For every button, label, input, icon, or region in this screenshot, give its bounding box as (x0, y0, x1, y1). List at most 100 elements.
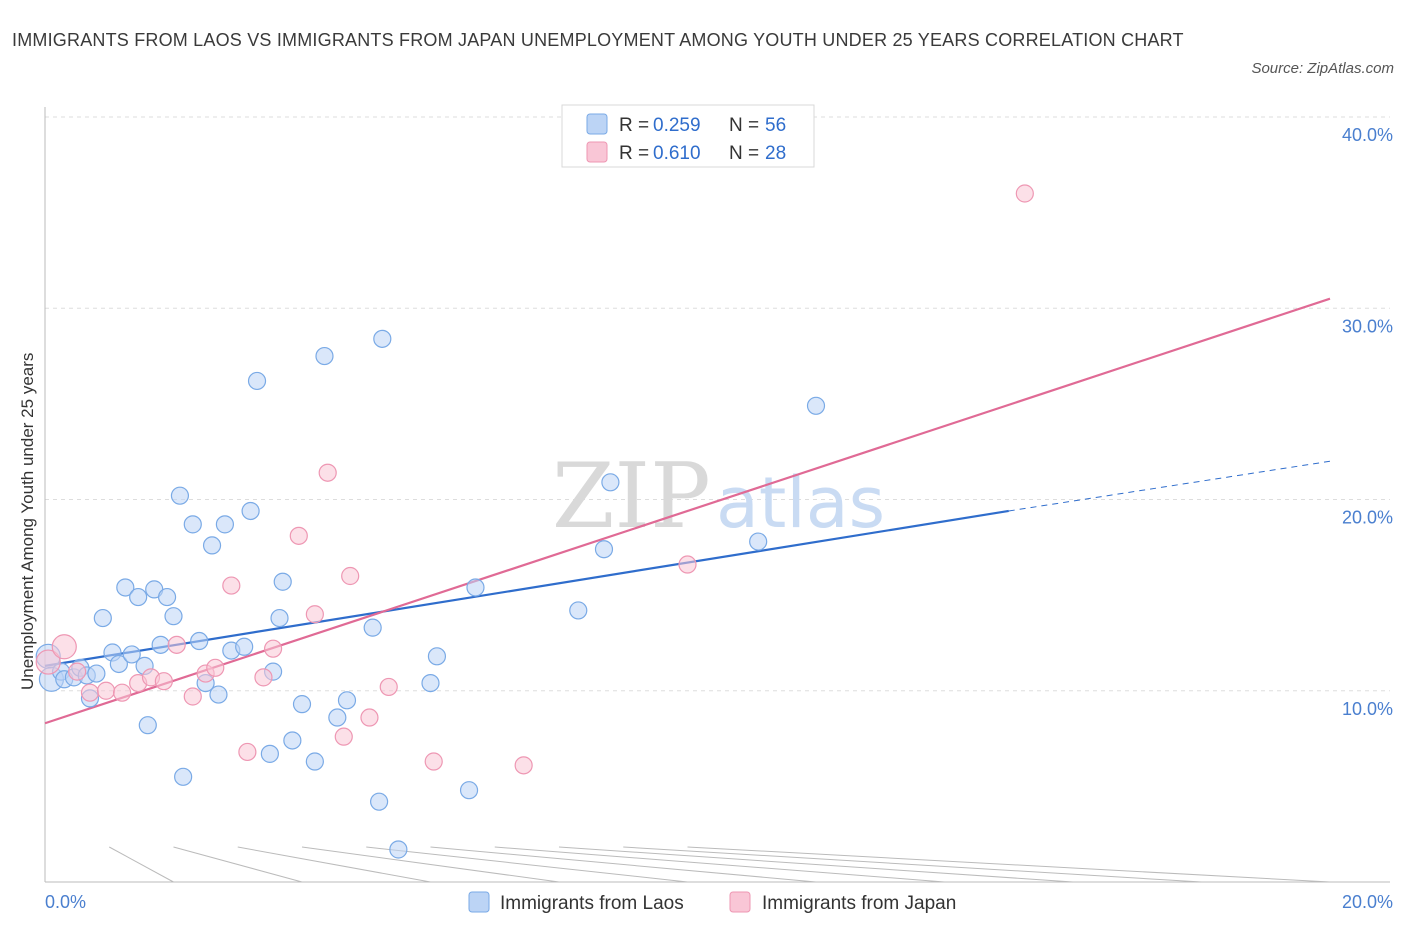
point-japan-8 (154, 672, 173, 691)
point-laos-18 (151, 635, 170, 654)
legend-japan-n-label: N = (729, 143, 759, 164)
point-laos-40 (315, 346, 334, 366)
point-japan-2 (68, 662, 87, 681)
legend-laos-r-value: 0.259 (653, 115, 701, 136)
axes (44, 107, 1390, 883)
point-laos-14 (129, 587, 148, 607)
legend-swatch-japan (586, 141, 608, 163)
bottom-legend-swatch-japan (729, 891, 751, 913)
legend: R = 0.259 N = 56 R = 0.610 N = 28 (561, 104, 815, 168)
bottom-legend: Immigrants from Laos Immigrants from Jap… (468, 891, 956, 914)
point-laos-44 (370, 792, 389, 811)
chart-title: IMMIGRANTS FROM LAOS VS IMMIGRANTS FROM … (12, 30, 1184, 50)
legend-japan-r-label: R = (619, 143, 649, 164)
legend-laos-r-label: R = (619, 115, 649, 136)
point-japan-18 (305, 605, 324, 624)
point-laos-37 (283, 731, 302, 750)
legend-japan-r-value: 0.610 (653, 143, 701, 164)
point-laos-43 (363, 618, 382, 637)
x-minor-tick-1 (173, 846, 303, 883)
point-laos-35 (270, 608, 289, 628)
x-minor-tick-9 (687, 846, 1331, 883)
legend-japan-n-value: 28 (765, 143, 786, 164)
y-tick-label-1: 20.0% (1342, 508, 1393, 528)
trend-lines (44, 297, 1331, 725)
legend-laos-n-label: N = (729, 115, 759, 136)
point-laos-13 (122, 645, 141, 664)
point-laos-24 (190, 631, 209, 651)
point-japan-26 (678, 555, 697, 574)
point-japan-0 (35, 649, 61, 675)
x-minor-tick-0 (109, 846, 174, 883)
y-tick-label-2: 30.0% (1342, 316, 1393, 336)
y-tick-label-3: 40.0% (1342, 125, 1393, 145)
point-laos-26 (202, 536, 222, 555)
point-laos-42 (337, 691, 357, 710)
point-laos-46 (389, 840, 408, 859)
point-laos-55 (806, 396, 826, 415)
point-laos-16 (138, 716, 157, 735)
point-laos-36 (273, 572, 292, 591)
point-japan-12 (206, 658, 225, 677)
point-japan-24 (424, 752, 443, 771)
point-japan-21 (341, 566, 360, 586)
point-laos-33 (260, 744, 279, 763)
point-japan-3 (80, 683, 100, 702)
point-japan-10 (183, 687, 202, 706)
source-label: Source: ZipAtlas.com (1251, 60, 1394, 77)
point-japan-19 (318, 463, 337, 482)
point-japan-15 (254, 668, 273, 687)
point-laos-49 (459, 781, 479, 800)
point-laos-20 (164, 607, 183, 626)
point-laos-50 (466, 578, 485, 597)
y-tick-label-0: 10.0% (1342, 699, 1393, 719)
x-tick-label-1: 20.0% (1342, 892, 1393, 912)
y-tick-labels: 10.0% 20.0% 30.0% 40.0% (1342, 125, 1393, 719)
point-japan-9 (167, 635, 186, 654)
x-tick-labels: 0.0% 20.0% (45, 892, 1393, 912)
point-laos-32 (247, 371, 267, 391)
x-minor-tick-2 (237, 846, 431, 883)
legend-swatch-laos (586, 113, 608, 135)
point-laos-9 (93, 608, 112, 628)
point-japan-4 (96, 681, 116, 700)
point-laos-52 (594, 540, 614, 559)
point-japan-14 (238, 742, 257, 762)
point-laos-54 (749, 532, 768, 551)
point-laos-51 (569, 601, 588, 620)
point-laos-38 (292, 695, 312, 714)
x-minor-tick-8 (623, 846, 1202, 883)
point-laos-39 (305, 752, 324, 771)
x-minor-tick-5 (430, 846, 817, 883)
point-laos-21 (170, 486, 190, 505)
point-japan-22 (360, 708, 379, 727)
bottom-legend-swatch-laos (468, 891, 490, 913)
watermark-atlas: atlas (716, 462, 885, 544)
point-laos-41 (328, 708, 347, 727)
point-japan-23 (379, 677, 398, 697)
point-japan-1 (51, 634, 77, 660)
point-laos-47 (421, 673, 440, 693)
point-japan-16 (263, 639, 283, 658)
point-laos-45 (373, 329, 392, 348)
point-japan-5 (112, 683, 132, 702)
trend-line-laos (44, 509, 1009, 667)
point-japan-13 (222, 576, 241, 595)
point-laos-30 (235, 637, 254, 656)
point-laos-53 (601, 473, 620, 492)
point-laos-27 (209, 685, 228, 704)
data-points (35, 184, 1034, 859)
grid-lines (45, 116, 1390, 692)
point-japan-27 (1015, 184, 1034, 203)
trend-line-japan (44, 297, 1331, 725)
watermark-zip: ZIP (552, 444, 711, 549)
x-tick-label-0: 0.0% (45, 892, 86, 912)
legend-laos-n-value: 56 (765, 115, 786, 136)
bottom-legend-japan: Immigrants from Japan (762, 893, 956, 914)
point-japan-25 (514, 756, 533, 775)
point-laos-48 (427, 647, 447, 666)
point-laos-31 (241, 501, 260, 521)
x-minor-tick-6 (494, 846, 945, 883)
point-laos-23 (183, 515, 202, 534)
